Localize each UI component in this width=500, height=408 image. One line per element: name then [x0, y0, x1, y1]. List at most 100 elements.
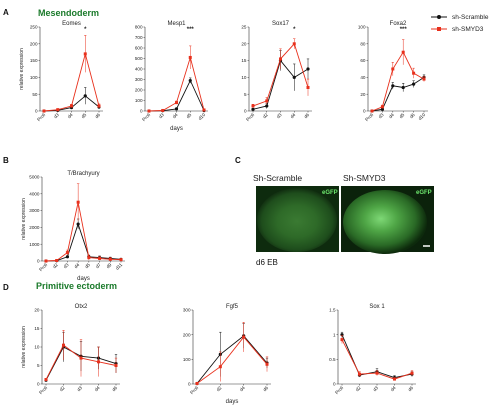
- y-tick-label: 500: [135, 56, 143, 61]
- series-line-smyd3: [371, 51, 425, 112]
- series-line-smyd3: [45, 202, 122, 262]
- x-tick-label: d5: [84, 262, 91, 269]
- y-tick-label: 250: [30, 25, 38, 30]
- data-point-scramble: [65, 255, 70, 259]
- panel-letter-d: D: [3, 283, 9, 292]
- data-point-smyd3: [375, 371, 379, 375]
- x-tick-label: d2: [52, 262, 59, 269]
- y-tick-label: 0: [188, 382, 191, 387]
- x-tick-label: Proli: [334, 385, 344, 395]
- y-tick-label: 700: [135, 35, 143, 40]
- data-point-scramble: [391, 84, 395, 88]
- x-tick-label: d3: [372, 385, 379, 392]
- y-tick-label: 20: [34, 308, 40, 313]
- section-title-mesendoderm: Mesendoderm: [38, 8, 99, 18]
- data-point-smyd3: [87, 256, 91, 260]
- x-tick-label: d9: [105, 262, 112, 269]
- data-point-smyd3: [202, 108, 206, 112]
- x-tick-label: d5: [398, 112, 405, 119]
- significance-marker: ***: [400, 27, 408, 33]
- y-tick-label: 100: [135, 98, 143, 103]
- data-point-smyd3: [70, 104, 73, 108]
- x-tick-label: d4: [289, 112, 296, 119]
- x-axis-label: days: [226, 399, 239, 405]
- y-tick-label: 100: [30, 75, 38, 80]
- series-line-scramble: [45, 222, 122, 262]
- x-tick-label: Proli: [364, 112, 374, 122]
- y-tick-label: 0: [140, 109, 143, 114]
- y-tick-label: 300: [183, 308, 191, 313]
- x-tick-label: Proli: [141, 112, 151, 122]
- micro-title-scramble: Sh-Scramble: [253, 173, 302, 183]
- data-point-smyd3: [42, 109, 46, 113]
- data-point-smyd3: [65, 251, 69, 255]
- y-tick-label: 50: [32, 92, 38, 97]
- x-tick-label: d10: [197, 112, 206, 121]
- panel-letter-b: B: [3, 156, 9, 165]
- x-tick-label: d4: [73, 262, 80, 269]
- x-tick-label: d4: [94, 385, 101, 392]
- x-tick-label: d2: [262, 112, 269, 119]
- y-tick-label: 300: [135, 77, 143, 82]
- x-tick-label: d4: [388, 112, 395, 119]
- y-tick-label: 200: [183, 332, 191, 337]
- data-point-smyd3: [422, 77, 426, 81]
- chart-title: Mesp1: [167, 21, 186, 27]
- data-point-smyd3: [76, 200, 80, 204]
- data-point-smyd3: [218, 365, 222, 369]
- data-point-smyd3: [340, 338, 344, 342]
- legend-marker-scramble: [437, 15, 441, 19]
- chart-mesp1: Mesp1 0 100 200 300 400 500 600 700 800 Proli d3 d4 d…: [135, 21, 208, 132]
- chart-title: Sox 1: [369, 304, 385, 310]
- x-tick-label: Proli: [38, 262, 48, 272]
- chart-title: Otx2: [75, 304, 88, 310]
- x-tick-label: d10: [417, 112, 426, 121]
- y-tick-label: 100: [358, 25, 366, 30]
- data-point-smyd3: [44, 378, 48, 382]
- y-tick-label: 200: [30, 41, 38, 46]
- x-tick-label: d3: [158, 112, 165, 119]
- data-point-smyd3: [114, 364, 118, 367]
- y-tick-label: 4000: [29, 191, 40, 196]
- data-point-scramble: [380, 107, 384, 111]
- data-point-smyd3: [62, 343, 65, 347]
- data-point-smyd3: [412, 71, 416, 75]
- x-tick-label: d2: [355, 385, 362, 392]
- data-point-smyd3: [251, 104, 255, 108]
- x-tick-label: d6: [409, 112, 416, 119]
- chart-sox17: Sox17 0 5 10 15 20 25 Proli d2 d3 d4 d6 *: [241, 21, 312, 122]
- y-tick-label: 0: [37, 259, 40, 264]
- y-tick-label: 1.5: [329, 308, 336, 313]
- series-line-scramble: [196, 335, 268, 384]
- series-line-scramble: [148, 79, 205, 112]
- x-tick-label: d4: [239, 385, 246, 392]
- data-point-smyd3: [393, 377, 396, 381]
- data-point-scramble: [83, 94, 87, 98]
- chart-otx2: Otx2 0 5 10 15 20 Proli d2 d3 d4 d6 relative expres…: [21, 304, 120, 395]
- data-point-smyd3: [108, 257, 112, 261]
- data-point-smyd3: [97, 360, 100, 364]
- significance-marker: *: [84, 27, 87, 33]
- x-tick-label: d5: [185, 112, 192, 119]
- x-axis-label: days: [77, 276, 90, 282]
- y-tick-label: 1000: [29, 242, 40, 247]
- x-tick-label: d7: [95, 262, 102, 269]
- x-tick-label: d4: [390, 385, 397, 392]
- data-point-smyd3: [79, 356, 83, 360]
- x-tick-label: Proli: [245, 112, 255, 122]
- y-tick-label: 800: [135, 25, 143, 30]
- y-tick-label: 600: [135, 46, 143, 51]
- y-tick-label: 5: [244, 92, 247, 97]
- y-tick-label: 0: [37, 382, 40, 387]
- y-tick-label: 400: [135, 67, 143, 72]
- significance-marker: *: [293, 27, 296, 33]
- x-tick-label: Proli: [189, 385, 199, 395]
- data-point-smyd3: [358, 372, 361, 376]
- data-point-smyd3: [401, 50, 405, 54]
- y-tick-label: 5000: [29, 175, 40, 180]
- y-tick-label: 80: [360, 41, 366, 46]
- legend-label-smyd3: sh-SMYD3: [452, 26, 484, 33]
- data-point-smyd3: [265, 362, 269, 366]
